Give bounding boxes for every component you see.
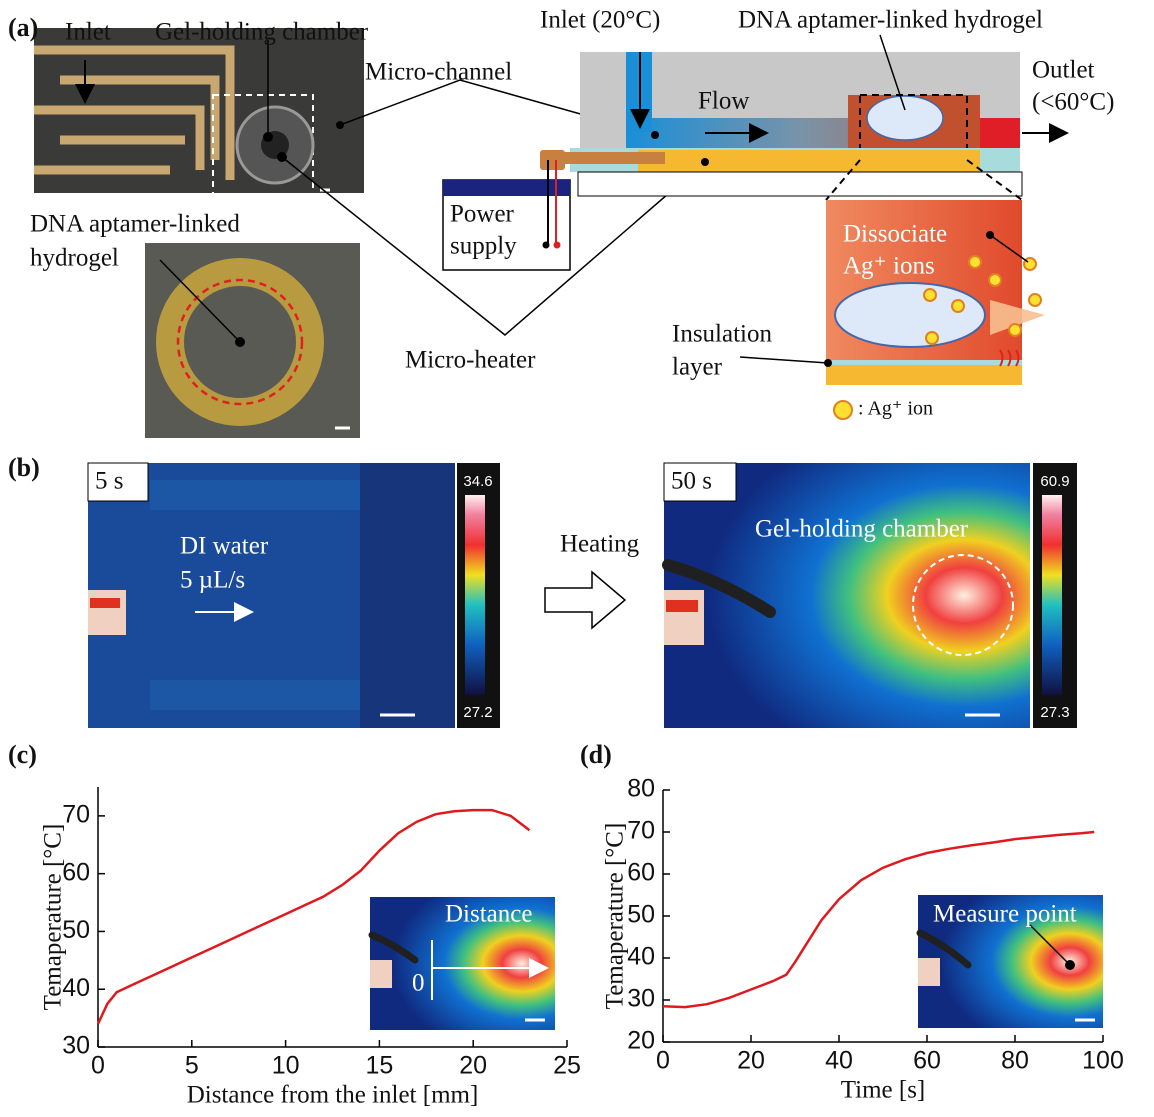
y-tick-label: 40: [627, 943, 655, 971]
hydrogel-photo: [145, 243, 360, 438]
x-tick-label: 40: [825, 1047, 853, 1075]
colorbar-label: 27.2: [463, 704, 492, 721]
label: Gel-holding chamber: [755, 516, 969, 543]
y-tick-label: 80: [627, 775, 655, 803]
y-tick-label: 30: [627, 985, 655, 1013]
arrow: [545, 572, 625, 628]
colorbar-label: 60.9: [1040, 473, 1069, 490]
label: Distance: [445, 901, 532, 928]
label: DNA aptamer-linked hydrogel: [738, 7, 1043, 34]
chip-photo: [34, 28, 364, 195]
y-tick-label: 30: [62, 1032, 90, 1060]
x-tick-label: 5: [185, 1052, 199, 1080]
panel-label: (c): [8, 740, 37, 769]
label: Micro-heater: [405, 347, 536, 374]
y-tick-label: 70: [627, 817, 655, 845]
label: supply: [450, 233, 517, 260]
y-axis-label: Temaperature [°C]: [602, 823, 629, 1010]
colorbar-label: 27.3: [1040, 704, 1069, 721]
x-tick-label: 10: [272, 1052, 300, 1080]
x-tick-label: 80: [1001, 1047, 1029, 1075]
label: Power: [450, 201, 515, 228]
label: DNA aptamer-linked: [30, 211, 240, 238]
x-tick-label: 20: [737, 1047, 765, 1075]
label: hydrogel: [30, 245, 119, 272]
figure: (a) Inlet Gel-holding chamber DNA aptame…: [0, 0, 1154, 1117]
label: Heating: [560, 531, 640, 558]
label: Ag⁺ ions: [843, 253, 935, 280]
label: DI water: [180, 533, 269, 560]
label: Outlet: [1032, 57, 1095, 84]
colorbar-label: 34.6: [463, 473, 492, 490]
thermal-image: [88, 463, 500, 728]
x-tick-label: 0: [91, 1052, 105, 1080]
x-tick-label: 0: [656, 1047, 670, 1075]
label: Micro-channel: [365, 59, 512, 86]
label: Flow: [698, 88, 749, 115]
x-tick-label: 20: [459, 1052, 487, 1080]
label: Insulation: [672, 321, 772, 348]
label: layer: [672, 354, 723, 381]
label: 50 s: [671, 468, 712, 495]
label: Inlet (20°C): [540, 7, 660, 34]
y-axis-label: Temaperature [°C]: [40, 824, 67, 1011]
y-tick-label: 50: [627, 901, 655, 929]
x-axis-label: Time [s]: [841, 1077, 926, 1104]
panel-label: (b): [8, 453, 40, 482]
x-axis-label: Distance from the inlet [mm]: [187, 1082, 479, 1109]
x-tick-label: 25: [553, 1052, 581, 1080]
x-tick-label: 60: [913, 1047, 941, 1075]
label: Measure point: [933, 901, 1077, 928]
y-tick-label: 60: [627, 859, 655, 887]
label: : Ag⁺ ion: [858, 398, 933, 420]
label: 0: [412, 970, 425, 997]
x-tick-label: 100: [1082, 1047, 1124, 1075]
label: (<60°C): [1032, 89, 1114, 116]
y-tick-label: 20: [627, 1027, 655, 1055]
panel-label: (d): [580, 740, 612, 769]
thermal-image: [664, 463, 1077, 728]
label: 5 s: [95, 468, 123, 495]
label: 5 µL/s: [180, 567, 245, 594]
x-tick-label: 15: [365, 1052, 393, 1080]
label: Gel-holding chamber: [155, 19, 369, 46]
label: Inlet: [65, 19, 111, 46]
label: Dissociate: [843, 221, 947, 248]
panel-label: (a): [8, 13, 38, 42]
